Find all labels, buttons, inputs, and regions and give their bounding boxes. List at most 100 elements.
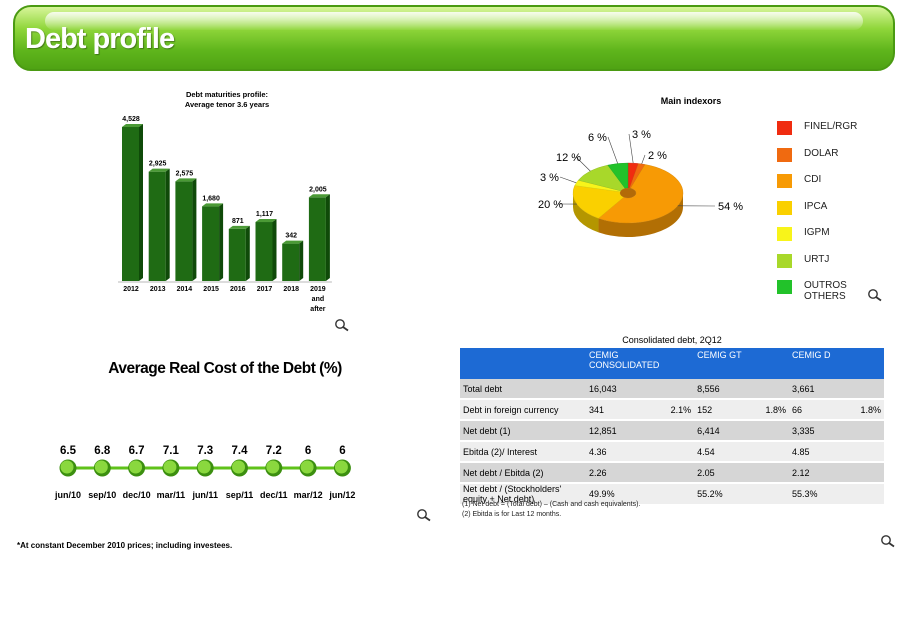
cost-chart-title: Average Real Cost of the Debt (%) xyxy=(108,360,342,377)
table-note: (2) Ebitda is for Last 12 months. xyxy=(462,511,562,518)
legend-swatch xyxy=(777,227,792,241)
legend-item: DOLAR xyxy=(777,147,839,162)
pie-leader-line xyxy=(559,176,577,184)
data-value-label: 7.3 xyxy=(197,445,213,457)
row-value: 2.26 xyxy=(586,462,668,484)
legend-item: IGPM xyxy=(777,227,830,241)
x-category-label: mar/12 xyxy=(294,490,323,500)
row-value: 152 xyxy=(694,399,763,421)
row-percent xyxy=(857,420,884,442)
row-label: Debt in foreign currency xyxy=(460,399,587,421)
row-percent xyxy=(667,483,695,506)
data-point-highlight xyxy=(94,460,108,474)
bar-side xyxy=(245,225,250,281)
data-point-highlight xyxy=(60,460,74,474)
banner-highlight xyxy=(45,12,863,30)
bar-category-label: after xyxy=(310,306,325,313)
x-category-label: jun/11 xyxy=(191,490,218,500)
row-label: Total debt xyxy=(460,379,587,400)
legend-label-line: CDI xyxy=(804,174,822,185)
table-header-blank xyxy=(460,348,587,379)
row-percent: 1.8% xyxy=(857,399,884,421)
legend-swatch xyxy=(777,200,792,215)
pie-slice-label: 12 % xyxy=(556,152,581,164)
bar-top xyxy=(228,225,250,229)
legend-item: IPCA xyxy=(777,200,827,215)
bar xyxy=(308,197,326,281)
consolidated-debt-table: CEMIG CONSOLIDATED CEMIG GT CEMIG D Tota… xyxy=(460,348,884,506)
legend-swatch xyxy=(777,121,792,135)
pie-chart-title: Main indexors xyxy=(661,96,722,106)
magnifier-icon[interactable] xyxy=(415,508,433,522)
row-value: 6,414 xyxy=(694,420,763,442)
row-value: 2.05 xyxy=(694,462,763,484)
bar-side xyxy=(299,240,304,281)
row-value: 3,661 xyxy=(789,379,858,400)
magnifier-icon[interactable] xyxy=(866,288,884,302)
bar-top xyxy=(175,178,197,182)
legend-label-line: OTHERS xyxy=(804,291,846,302)
magnifier-icon[interactable] xyxy=(879,534,897,548)
legend-label-line: FINEL/RGR xyxy=(804,121,858,132)
bar-value-label: 2,575 xyxy=(176,170,194,177)
row-percent xyxy=(762,462,790,484)
data-point-highlight xyxy=(266,460,280,474)
col-header-line: CEMIG GT xyxy=(697,350,742,360)
bar-top xyxy=(122,124,143,128)
legend-label-line: URTJ xyxy=(804,253,830,265)
legend-item: URTJ xyxy=(777,253,830,268)
row-value: 4.54 xyxy=(694,441,763,463)
bar-category-label: 2013 xyxy=(150,286,166,293)
table-header-spacer xyxy=(667,348,695,379)
row-value: 4.85 xyxy=(789,441,858,463)
legend-swatch xyxy=(777,253,792,268)
data-value-label: 6 xyxy=(339,445,345,457)
bar-category-label: 2018 xyxy=(283,286,299,293)
data-value-label: 6.5 xyxy=(60,445,77,457)
bar-top xyxy=(148,168,170,172)
bar-category-label: 2015 xyxy=(203,286,219,293)
table-row: Net debt / Ebitda (2) 2.26 2.05 2.12 xyxy=(460,462,884,484)
x-category-label: jun/10 xyxy=(54,490,81,500)
data-value-label: 6.8 xyxy=(94,445,111,457)
row-value: 4.36 xyxy=(586,441,668,463)
pie-slice-label: 2 % xyxy=(648,150,667,162)
bar xyxy=(255,222,273,281)
pie-slice-label: 20 % xyxy=(538,199,563,211)
bar xyxy=(122,127,139,282)
legend-item: CDI xyxy=(777,174,821,188)
legend-swatch xyxy=(777,147,792,162)
bar-category-label: 2016 xyxy=(230,286,246,293)
table-row: Net debt (1) 12,851 6,414 3,335 xyxy=(460,420,884,442)
table-header-spacer xyxy=(857,348,884,379)
title-banner: Debt profile xyxy=(13,5,895,71)
row-value: 66 xyxy=(789,399,858,421)
legend-item: FINEL/RGR xyxy=(777,121,857,135)
legend-label-line: DOLAR xyxy=(804,147,839,159)
pie-slice-side xyxy=(598,193,683,237)
col-header-line: CONSOLIDATED xyxy=(589,360,660,370)
pie-slice-side xyxy=(573,193,599,233)
row-percent xyxy=(667,441,695,463)
x-category-label: dec/10 xyxy=(123,490,151,500)
bar-side xyxy=(272,219,277,281)
row-value: 3,335 xyxy=(789,420,858,442)
legend-label: IPCA xyxy=(804,201,827,212)
row-percent xyxy=(857,462,884,484)
pie-leader-line xyxy=(575,156,591,172)
magnifier-icon[interactable] xyxy=(333,318,351,332)
x-category-label: sep/11 xyxy=(226,490,254,500)
bar xyxy=(202,206,220,281)
footnote: *At constant December 2010 prices; inclu… xyxy=(17,541,233,550)
bar-chart-title: Debt maturities profile: xyxy=(186,90,268,99)
row-percent xyxy=(762,441,790,463)
data-value-label: 7.2 xyxy=(266,445,282,457)
data-value-label: 7.4 xyxy=(232,445,249,457)
data-point-highlight xyxy=(129,460,143,474)
legend-label: OUTROS OTHERS xyxy=(804,280,847,302)
bar-value-label: 871 xyxy=(232,218,244,225)
table-note: (1) Net debt = (Total debt) – (Cash and … xyxy=(462,501,641,508)
bar-side xyxy=(139,124,143,282)
bar xyxy=(282,243,300,281)
row-percent xyxy=(857,441,884,463)
